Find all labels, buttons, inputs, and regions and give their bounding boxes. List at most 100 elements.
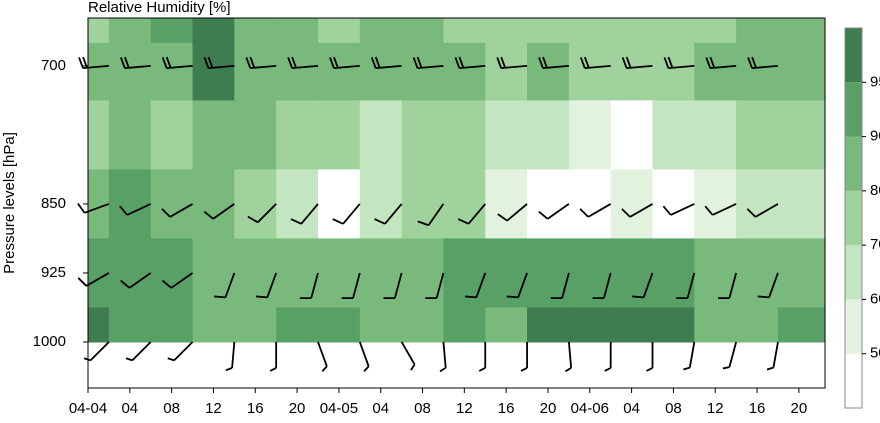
wind-barb [417, 203, 445, 227]
wind-barb [766, 341, 779, 371]
humidity-cell [694, 18, 737, 44]
x-tick-label: 12 [707, 400, 724, 417]
wind-barb [663, 56, 695, 70]
humidity-cell [317, 18, 361, 44]
x-tick-label: 20 [289, 400, 306, 417]
humidity-cell [276, 169, 319, 239]
wind-barb [370, 56, 402, 70]
humidity-cell [317, 307, 361, 343]
wind-barb [496, 56, 528, 70]
wind-barb [119, 203, 152, 216]
humidity-cell [610, 238, 654, 308]
humidity-cell [527, 42, 570, 101]
humidity-cell [527, 18, 570, 44]
wind-barb [718, 272, 738, 300]
x-tick-label: 04-05 [320, 400, 358, 417]
x-tick-label: 20 [540, 400, 557, 417]
wind-barb [564, 341, 573, 373]
humidity-cell [150, 169, 194, 239]
humidity-cell [736, 307, 779, 343]
humidity-cell [485, 307, 528, 343]
humidity-cell [568, 42, 612, 101]
wind-barb [120, 56, 151, 70]
humidity-cell [234, 238, 277, 308]
wind-barb [676, 272, 696, 300]
humidity-cell [88, 307, 110, 343]
wind-barb [579, 203, 612, 218]
x-tick-label: 12 [205, 400, 222, 417]
wind-barb [77, 272, 110, 287]
humidity-cell [610, 18, 654, 44]
humidity-cell [88, 100, 110, 170]
humidity-cell [485, 169, 528, 239]
wind-barb [757, 272, 779, 299]
humidity-cell [359, 18, 403, 44]
humidity-cell [150, 18, 194, 44]
humidity-cell [234, 307, 277, 343]
humidity-cell [485, 42, 528, 101]
humidity-cell [192, 169, 235, 239]
humidity-cell [485, 100, 528, 170]
humidity-cell [276, 18, 319, 44]
y-axis-label: Pressure levels [hPa] [1, 132, 18, 274]
wind-barb [247, 203, 277, 224]
humidity-cell [694, 42, 737, 101]
humidity-cell [527, 100, 570, 170]
humidity-cell [276, 307, 319, 343]
humidity-cell [610, 307, 654, 343]
x-tick-label: 12 [456, 400, 473, 417]
humidity-cell [192, 100, 235, 170]
humidity-cell [652, 307, 695, 343]
wind-barb [161, 56, 193, 70]
x-tick-label: 04 [623, 400, 640, 417]
humidity-cell [443, 238, 486, 308]
humidity-cell [610, 42, 654, 101]
humidity-cell [485, 238, 528, 308]
wind-barb [506, 272, 528, 299]
wind-barb [454, 56, 486, 70]
wind-barb [646, 341, 654, 372]
wind-barb [538, 56, 569, 70]
humidity-cell [568, 169, 612, 239]
humidity-cell [192, 238, 235, 308]
x-tick-label: 04 [372, 400, 389, 417]
x-tick-label: 16 [749, 400, 766, 417]
wind-barb [747, 56, 779, 70]
x-tick-label: 04-06 [571, 400, 609, 417]
wind-barb [478, 341, 487, 372]
colorbar-label: 95 [870, 73, 880, 90]
humidity-cell [192, 307, 235, 343]
humidity-cell [401, 307, 444, 343]
humidity-cell [736, 42, 779, 101]
wind-barb [77, 202, 110, 214]
colorbar-label: 80 [870, 182, 880, 199]
humidity-cell [401, 169, 444, 239]
humidity-cell [527, 169, 570, 239]
humidity-cell [359, 42, 403, 101]
wind-barb [245, 56, 277, 70]
humidity-cell [443, 307, 486, 343]
humidity-cell [736, 238, 779, 308]
wind-barb [497, 203, 528, 222]
wind-barb [317, 341, 328, 372]
humidity-cell [568, 100, 612, 170]
wind-barb [604, 341, 612, 372]
humidity-cell [401, 100, 444, 170]
x-tick-label: 08 [414, 400, 431, 417]
x-tick-label: 20 [791, 400, 808, 417]
wind-barb [329, 56, 360, 70]
colorbar-bin [845, 28, 862, 83]
colorbar-label: 90 [870, 128, 880, 145]
humidity-cell [276, 100, 319, 170]
wind-barb [412, 56, 444, 70]
humidity-cell [694, 307, 737, 343]
wind-barbs [77, 56, 779, 373]
wind-barb [550, 272, 570, 300]
humidity-cell [568, 18, 612, 44]
humidity-cell [443, 42, 486, 101]
humidity-cell [234, 42, 277, 101]
humidity-cell [108, 18, 152, 44]
wind-barb [161, 203, 193, 218]
wind-barb [621, 56, 653, 70]
